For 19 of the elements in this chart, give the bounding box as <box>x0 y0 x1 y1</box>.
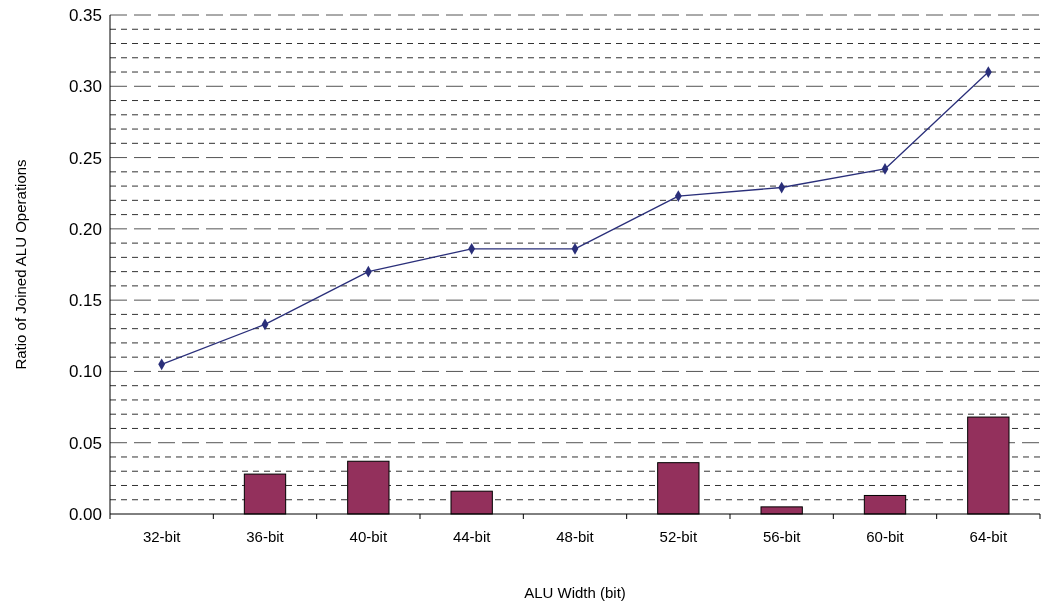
x-tick-label: 64-bit <box>969 528 1008 545</box>
x-tick-label: 56-bit <box>762 528 802 545</box>
y-tick-label: 0.25 <box>68 148 102 168</box>
y-tick-label: 0.05 <box>68 433 102 453</box>
x-tick-label: 60-bit <box>866 528 905 545</box>
y-tick-label: 0.15 <box>68 291 102 311</box>
y-axis-title: Ratio of Joined ALU Operations <box>12 159 29 370</box>
x-tick-label: 52-bit <box>659 528 698 545</box>
y-tick-label: 0.30 <box>68 77 102 97</box>
x-tick-label: 40-bit <box>349 528 388 545</box>
x-tick-label: 44-bit <box>452 528 492 545</box>
x-tick-label: 48-bit <box>556 528 595 545</box>
y-tick-label: 0.00 <box>68 504 102 524</box>
y-tick-label: 0.10 <box>68 362 102 382</box>
y-tick-label: 0.20 <box>68 219 102 239</box>
x-tick-label: 36-bit <box>246 528 285 545</box>
y-tick-label: 0.35 <box>68 5 102 25</box>
x-axis-title: ALU Width (bit) <box>524 584 626 601</box>
x-tick-label: 32-bit <box>142 528 182 545</box>
